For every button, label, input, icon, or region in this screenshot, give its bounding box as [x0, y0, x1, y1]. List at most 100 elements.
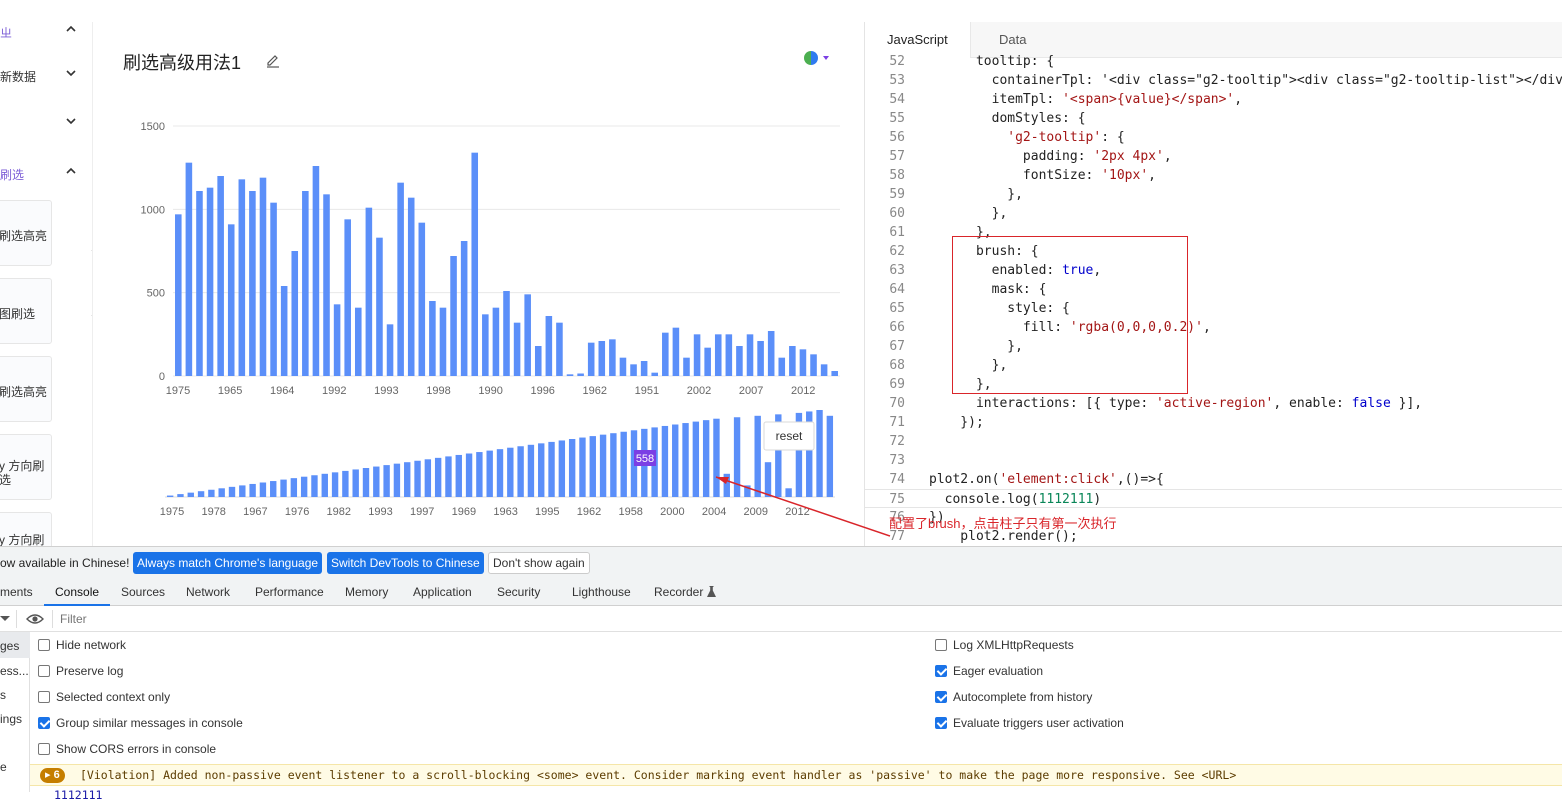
tab-performance[interactable]: Performance	[255, 585, 324, 599]
tab-memory[interactable]: Memory	[345, 585, 389, 599]
theme-switch-icon[interactable]	[803, 50, 833, 66]
code-text: interactions: [{ type: 'active-region', …	[929, 396, 1423, 411]
code-line[interactable]: 58 fontSize: '10px',	[865, 166, 1562, 185]
sidebar-row-label: 刷选	[0, 168, 25, 182]
code-text: style: {	[929, 301, 1070, 316]
reset-button[interactable]: reset	[763, 421, 815, 451]
always-match-language-button[interactable]: Always match Chrome's language	[133, 552, 323, 574]
tab-lighthouse[interactable]: Lighthouse	[572, 585, 631, 599]
console-sidebar-selected	[0, 632, 30, 658]
code-line[interactable]: 63 enabled: true,	[865, 261, 1562, 280]
main-bar	[280, 286, 288, 376]
switch-to-chinese-button[interactable]: Switch DevTools to Chinese	[327, 552, 484, 574]
overview-bar	[672, 424, 679, 497]
code-line[interactable]: 53 containerTpl: '<div class="g2-tooltip…	[865, 71, 1562, 90]
code-line[interactable]: 55 domStyles: {	[865, 109, 1562, 128]
code-line[interactable]: 75 console.log(1112111)	[865, 489, 1562, 508]
code-line[interactable]: 69 },	[865, 375, 1562, 394]
tab-elements[interactable]: ments	[0, 585, 33, 599]
code-line[interactable]: 62 brush: {	[865, 242, 1562, 261]
code-line[interactable]: 56 'g2-tooltip': {	[865, 128, 1562, 147]
code-line[interactable]: 68 },	[865, 356, 1562, 375]
checkbox[interactable]	[38, 691, 50, 703]
x-tick-label: 2007	[739, 385, 763, 397]
overview-bar	[568, 439, 576, 497]
code-line[interactable]: 60 },	[865, 204, 1562, 223]
console-sidebar-item[interactable]: s	[0, 688, 6, 702]
x-tick-label: 1962	[583, 385, 607, 397]
sidebar-row-0[interactable]: ㄓ	[0, 22, 86, 42]
edit-icon[interactable]	[265, 53, 281, 69]
main-bar	[820, 364, 828, 376]
sidebar-row-1[interactable]: 新数据	[0, 66, 86, 86]
tab-sources[interactable]: Sources	[121, 585, 166, 599]
code-line[interactable]: 65 style: {	[865, 299, 1562, 318]
overview-bar	[321, 473, 328, 497]
overview-bar	[362, 468, 370, 497]
overview-bar	[806, 411, 813, 497]
tab-javascript[interactable]: JavaScript	[865, 22, 971, 58]
example-card[interactable]: 图刷选	[0, 278, 52, 344]
main-bar	[683, 357, 690, 376]
code-line[interactable]: 77 plot2.render();	[865, 527, 1562, 546]
code-line[interactable]: 67 },	[865, 337, 1562, 356]
checkbox[interactable]	[935, 665, 947, 677]
example-card[interactable]: y 方向刷 选	[0, 434, 52, 500]
console-sidebar-item[interactable]: e	[0, 760, 7, 774]
sidebar-row-2[interactable]	[0, 114, 86, 134]
code-line[interactable]: 52 tooltip: {	[865, 52, 1562, 71]
code-line[interactable]: 66 fill: 'rgba(0,0,0,0.2)',	[865, 318, 1562, 337]
checkbox[interactable]	[38, 717, 50, 729]
console-sidebar-item[interactable]: ges	[0, 639, 20, 653]
main-bar-chart[interactable]: 0 500 1000 1500 1975 1965 1964 1992 1993 1998 1990…	[93, 22, 865, 546]
main-bar	[333, 304, 341, 376]
checkbox[interactable]	[935, 639, 947, 651]
overview-bar	[558, 440, 566, 497]
code-line[interactable]: 59 },	[865, 185, 1562, 204]
overview-bar	[197, 491, 205, 497]
checkbox[interactable]	[935, 691, 947, 703]
overview-x-tick-label: 1963	[493, 506, 517, 518]
reset-button-bg[interactable]	[763, 421, 815, 451]
checkbox[interactable]	[38, 639, 50, 651]
checkbox[interactable]	[38, 665, 50, 677]
dont-show-again-button[interactable]: Don't show again	[488, 552, 590, 574]
code-line[interactable]: 73	[865, 451, 1562, 470]
main-bar	[736, 346, 743, 376]
reset-button-label[interactable]: reset	[776, 429, 803, 443]
violation-count-badge[interactable]: ▸ 6	[40, 768, 65, 783]
code-line[interactable]: 64 mask: {	[865, 280, 1562, 299]
line-number: 77	[889, 529, 905, 544]
violation-message[interactable]: ▸ 6 [Violation] Added non-passive event …	[30, 764, 1562, 786]
code-line[interactable]: 76})	[865, 508, 1562, 527]
tab-recorder[interactable]: Recorder	[654, 585, 704, 599]
chevron-down-icon[interactable]	[0, 614, 10, 624]
example-card[interactable]: 刷选高亮	[0, 356, 52, 422]
tab-application[interactable]: Application	[413, 585, 472, 599]
console-sidebar-item[interactable]: ings	[0, 712, 23, 726]
brush-value-bg	[634, 450, 656, 466]
main-bar	[376, 237, 383, 376]
devtools-tabs: ments Console Sources Network Performanc…	[0, 578, 1562, 606]
overview-x-tick-label: 1975	[160, 506, 184, 518]
overview-bar	[342, 470, 349, 497]
code-line[interactable]: 57 padding: '2px 4px',	[865, 147, 1562, 166]
overview-bar	[228, 486, 236, 497]
checkbox[interactable]	[935, 717, 947, 729]
filter-input[interactable]	[60, 609, 760, 629]
example-card[interactable]: 刷选高亮	[0, 200, 52, 266]
sidebar-row-3[interactable]: 刷选	[0, 164, 86, 184]
checkbox[interactable]	[38, 743, 50, 755]
code-line[interactable]: 54 itemTpl: '<span>{value}</span>',	[865, 90, 1562, 109]
code-line[interactable]: 71 });	[865, 413, 1562, 432]
tab-console[interactable]: Console	[44, 578, 111, 606]
console-sidebar-item[interactable]: ess...	[0, 664, 29, 678]
code-line[interactable]: 70 interactions: [{ type: 'active-region…	[865, 394, 1562, 413]
tab-network[interactable]: Network	[186, 585, 231, 599]
tab-security[interactable]: Security	[497, 585, 541, 599]
code-line[interactable]: 72	[865, 432, 1562, 451]
example-card[interactable]: y 方向刷	[0, 512, 52, 546]
code-line[interactable]: 74 plot2.on('element:click',()=>{	[865, 470, 1562, 489]
tab-data[interactable]: Data	[999, 32, 1027, 47]
eye-icon[interactable]	[26, 612, 44, 626]
